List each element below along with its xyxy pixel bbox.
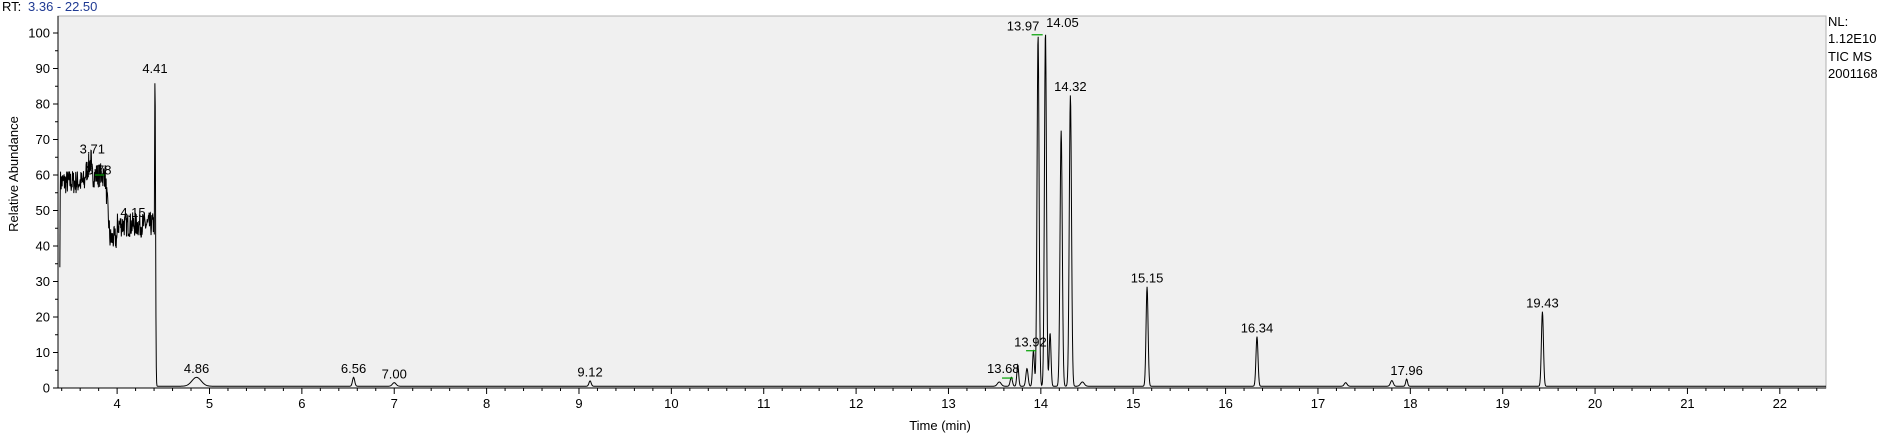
y-tick-label: 10 [36,345,50,360]
y-axis-ticks: 0 10 20 30 40 50 60 70 80 90 100 [28,26,58,396]
x-tick-label: 9 [575,396,582,411]
peak-label: 14.05 [1046,15,1079,30]
y-tick-label: 60 [36,168,50,183]
y-tick-label: 0 [43,381,50,396]
x-tick-label: 18 [1403,396,1417,411]
x-tick-label: 21 [1680,396,1694,411]
x-tick-label: 10 [664,396,678,411]
x-tick-label: 22 [1773,396,1787,411]
file-id: 2001168 [1828,66,1878,81]
scan-type: TIC MS [1828,49,1872,64]
x-axis-title: Time (min) [909,418,971,433]
nl-label: NL: [1828,14,1848,29]
y-tick-label: 80 [36,97,50,112]
y-tick-label: 50 [36,203,50,218]
x-tick-label: 19 [1495,396,1509,411]
x-tick-label: 5 [206,396,213,411]
peak-label: 15.15 [1131,271,1164,286]
peak-label: 19.43 [1526,295,1559,310]
peak-label: 14.32 [1054,79,1087,94]
plot-area [57,15,1827,389]
peak-label: 13.97 [1007,19,1040,34]
tic-trace [59,34,1826,387]
peak-label: 4.41 [142,61,167,76]
peak-label: 3.78 [86,163,111,178]
y-tick-label: 30 [36,274,50,289]
x-tick-label: 6 [298,396,305,411]
x-tick-label: 8 [483,396,490,411]
y-tick-label: 90 [36,61,50,76]
x-tick-label: 17 [1311,396,1325,411]
nl-value: 1.12E10 [1828,31,1876,46]
x-tick-label: 13 [941,396,955,411]
peak-label: 9.12 [577,365,602,380]
x-axis-ticks: 4 5 6 7 8 9 10 11 12 13 14 15 16 17 18 19 20 21 22 [61,388,1818,411]
y-tick-label: 70 [36,132,50,147]
x-tick-label: 20 [1588,396,1602,411]
info-panel: NL: 1.12E10 TIC MS 2001168 [1828,14,1878,81]
y-axis-title: Relative Abundance [6,116,21,232]
y-tick-label: 20 [36,310,50,325]
peak-label: 6.56 [341,361,366,376]
peak-labels: 4.41 4.86 6.56 7.00 9.12 13.68 13.92 13.97 14.05… [80,15,1559,381]
peak-label: 7.00 [382,366,407,381]
peak-label: 3.71 [80,141,105,156]
x-tick-label: 14 [1034,396,1048,411]
peak-label: 13.92 [1014,335,1047,350]
y-tick-label: 100 [28,26,50,41]
rt-range: 3.36 - 22.50 [28,0,97,14]
x-tick-label: 4 [114,396,121,411]
peak-label: 16.34 [1241,320,1274,335]
x-tick-label: 7 [391,396,398,411]
x-tick-label: 12 [849,396,863,411]
rt-label: RT: [2,0,21,14]
peak-label: 4.15 [120,205,145,220]
peak-markers [94,34,1043,379]
x-tick-label: 11 [757,396,771,411]
peak-label: 4.86 [184,361,209,376]
x-tick-label: 16 [1218,396,1232,411]
y-tick-label: 40 [36,239,50,254]
peak-label: 17.96 [1390,363,1423,378]
peak-label: 13.68 [987,361,1020,376]
x-tick-label: 15 [1126,396,1140,411]
